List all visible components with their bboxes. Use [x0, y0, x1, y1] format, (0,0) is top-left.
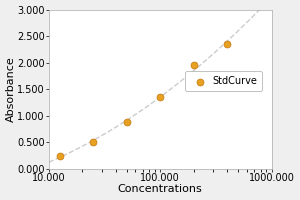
- Y-axis label: Absorbance: Absorbance: [6, 56, 16, 122]
- StdCurve: [191, 64, 196, 67]
- Legend: StdCurve: StdCurve: [185, 71, 262, 91]
- X-axis label: Concentrations: Concentrations: [118, 184, 202, 194]
- StdCurve: [91, 141, 96, 144]
- StdCurve: [124, 121, 129, 124]
- StdCurve: [225, 42, 230, 46]
- StdCurve: [57, 154, 62, 157]
- StdCurve: [158, 96, 163, 99]
